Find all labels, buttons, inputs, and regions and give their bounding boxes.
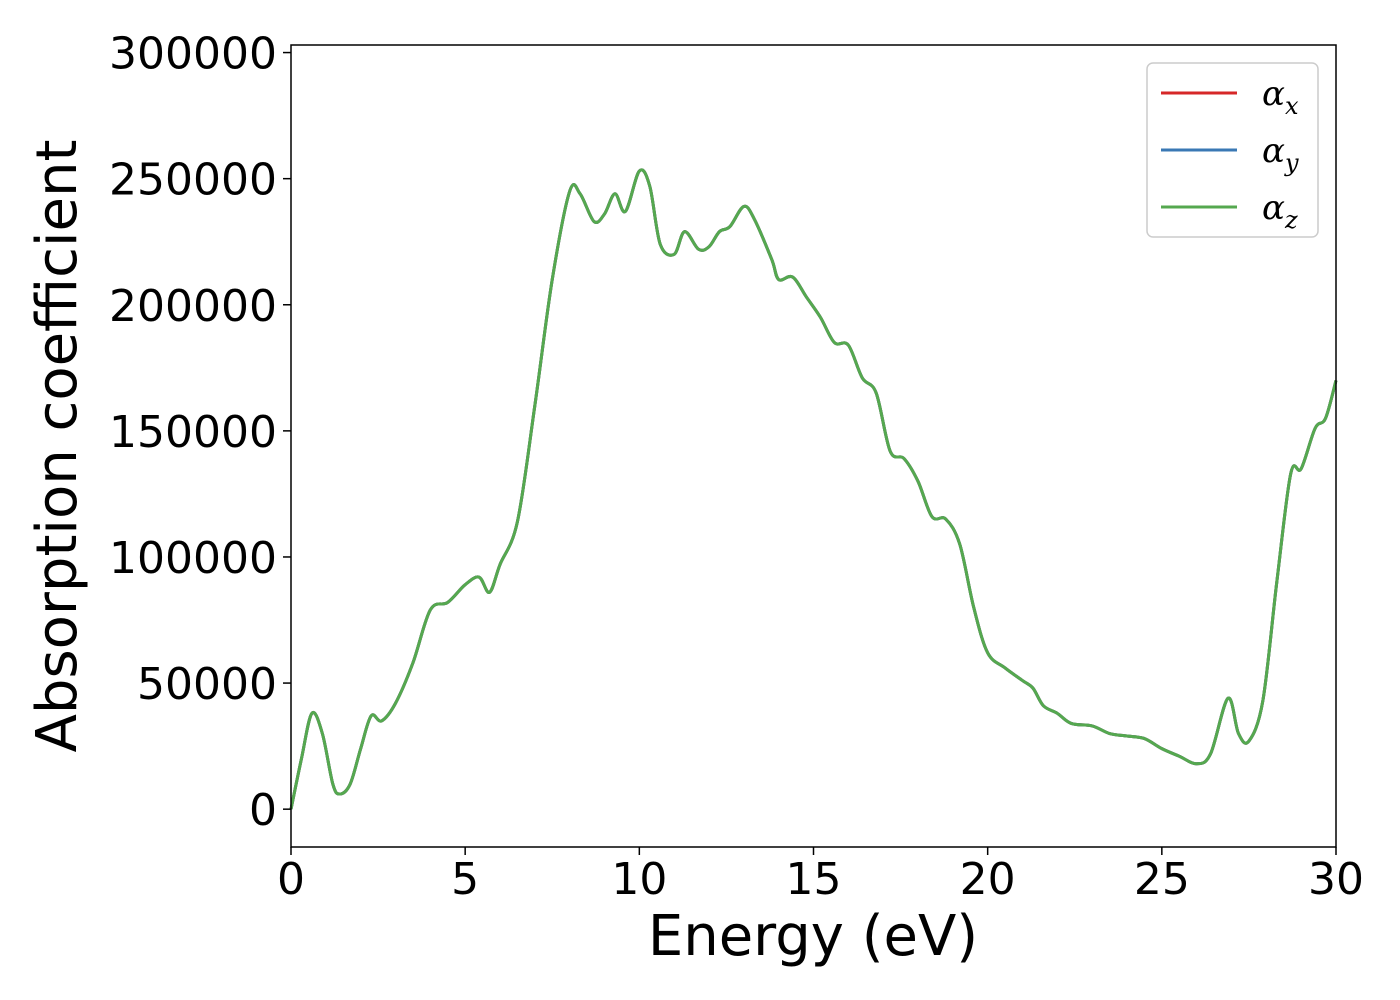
- x-tick-label: 20: [960, 854, 1016, 905]
- legend-entry-symbol: α: [1262, 74, 1285, 114]
- series-line-y: [289, 168, 1338, 810]
- x-tick-label: 10: [611, 854, 667, 905]
- legend-entry-y: αy: [1262, 131, 1299, 177]
- legend-entry-symbol: α: [1262, 188, 1285, 228]
- legend-entry-subscript: y: [1284, 149, 1299, 177]
- x-tick-label: 25: [1134, 854, 1190, 905]
- legend-entry-subscript: x: [1285, 92, 1299, 120]
- x-tick-label: 5: [451, 854, 479, 905]
- series-layer: [289, 168, 1338, 810]
- y-tick-label: 100000: [109, 533, 277, 584]
- y-tick-label: 150000: [109, 407, 277, 458]
- legend-entry-symbol: α: [1262, 131, 1285, 171]
- legend-entry-x: αx: [1262, 74, 1299, 120]
- series-line-z: [289, 168, 1338, 810]
- x-tick-label: 15: [786, 854, 842, 905]
- y-tick-label: 300000: [109, 29, 277, 80]
- y-tick-label: 50000: [137, 659, 277, 710]
- series-line-x: [289, 168, 1338, 810]
- y-axis: 0 50000 100000 150000 200000 250000 300000: [109, 29, 291, 836]
- y-tick-label: 250000: [109, 155, 277, 206]
- legend-entry-subscript: z: [1284, 206, 1298, 234]
- x-tick-label: 30: [1308, 854, 1364, 905]
- x-axis: 0 5 10 15 20 25 30: [277, 847, 1364, 905]
- x-axis-label: Energy (eV): [648, 904, 978, 969]
- y-tick-label: 200000: [109, 281, 277, 332]
- y-axis-label: Absorption coefficient: [25, 140, 90, 753]
- x-tick-label: 0: [277, 854, 305, 905]
- legend-entry-z: αz: [1262, 188, 1298, 234]
- y-tick-label: 0: [249, 785, 277, 836]
